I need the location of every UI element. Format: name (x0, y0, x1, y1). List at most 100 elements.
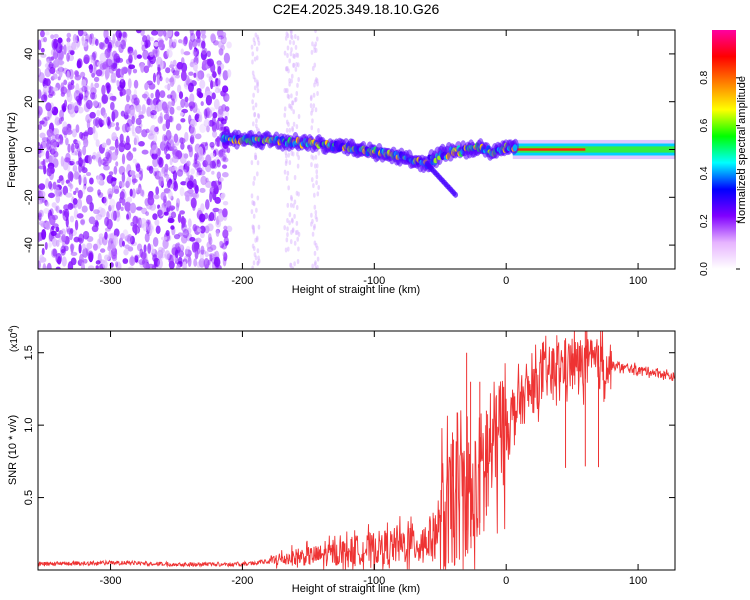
spectrogram-noise-cell (90, 56, 94, 64)
spectrogram-noise-cell (131, 123, 135, 135)
spectrogram-noise-cell (157, 40, 164, 48)
spectrogram-noise-cell (292, 40, 295, 46)
spectrogram-noise-cell (284, 247, 288, 253)
spectrogram-noise-cell (63, 44, 67, 55)
spectrogram-noise-cell (145, 128, 150, 134)
spectrogram-noise-cell (178, 39, 183, 44)
spectrogram-noise-cell (49, 66, 56, 75)
spectrogram-noise-cell (255, 126, 259, 132)
spectrogram-noise-cell (108, 64, 115, 74)
spectrogram-noise-cell (296, 52, 300, 58)
spectrogram-noise-cell (225, 225, 233, 233)
spectrogram-noise-cell (60, 155, 64, 167)
spectrogram-noise-cell (165, 153, 171, 160)
spectrogram-noise-cell (293, 199, 297, 205)
spectrogram-noise-cell (76, 98, 82, 106)
spectrogram-noise-cell (126, 152, 134, 161)
spectrogram-noise-cell (41, 117, 48, 127)
spectrogram-noise-cell (87, 126, 94, 136)
spectrogram-noise-cell (200, 175, 207, 186)
spectrogram-noise-cell (55, 205, 60, 214)
spectrogram-noise-cell (48, 180, 53, 190)
spectrogram-noise-cell (312, 103, 316, 109)
spectrogram-noise-cell (53, 151, 59, 158)
spectrogram-noise-cell (71, 128, 78, 138)
spectrogram-noise-cell (134, 255, 139, 263)
spectrogram-noise-cell (195, 172, 199, 177)
spectrogram-noise-cell (165, 229, 170, 237)
spectrogram-noise-cell (195, 237, 202, 243)
spectrogram-noise-cell (140, 62, 145, 73)
spectrogram-noise-cell (157, 209, 163, 217)
spectrogram-noise-cell (102, 161, 109, 167)
spectrogram-noise-cell (314, 107, 318, 113)
spectrogram-noise-cell (38, 183, 46, 190)
spectrogram-noise-cell (176, 61, 184, 70)
spectrogram-noise-cell (252, 227, 256, 233)
spectrogram-noise-cell (157, 156, 163, 166)
spectrogram-noise-cell (252, 74, 256, 80)
spectrogram-noise-cell (168, 205, 176, 211)
spectrogram-noise-cell (252, 180, 255, 186)
spectrogram-noise-cell (213, 98, 220, 110)
spectrogram-y-tick-label: 40 (23, 48, 35, 60)
spectrogram-noise-cell (107, 242, 112, 250)
spectrogram-noise-cell (142, 35, 148, 43)
spectrogram-noise-cell (69, 183, 74, 190)
spectrogram-noise-cell (38, 68, 41, 76)
spectrogram-noise-cell (49, 208, 54, 216)
spectrogram-x-label: Height of straight line (km) (292, 284, 420, 296)
spectrogram-noise-cell (310, 177, 314, 183)
spectrogram-noise-cell (313, 192, 316, 198)
spectrogram-noise-cell (200, 101, 204, 107)
spectrogram-noise-cell (285, 237, 289, 243)
spectrogram-noise-cell (167, 211, 172, 217)
spectrogram-noise-cell (297, 155, 301, 161)
spectrogram-noise-cell (211, 92, 216, 100)
spectrogram-noise-cell (192, 162, 200, 168)
spectrogram-noise-cell (113, 228, 120, 238)
spectrogram-noise-cell (218, 48, 224, 56)
spectrogram-noise-cell (39, 254, 44, 263)
spectrogram-noise-cell (104, 216, 110, 227)
spectrogram-noise-cell (65, 225, 71, 233)
spectrogram-noise-cell (113, 165, 118, 175)
spectrogram-noise-cell (141, 93, 148, 99)
spectrogram-noise-cell (82, 230, 90, 240)
spectrogram-noise-cell (210, 33, 216, 42)
spectrogram-noise-cell (175, 202, 180, 212)
spectrogram-noise-cell (87, 265, 95, 269)
spectrogram-noise-cell (286, 88, 289, 94)
spectrogram-noise-cell (212, 40, 219, 46)
spectrogram-noise-cell (82, 186, 86, 195)
spectrogram-noise-cell (61, 234, 67, 243)
spectrogram-noise-cell (126, 126, 132, 132)
spectrogram-noise-cell (104, 151, 111, 159)
spectrogram-noise-cell (296, 163, 300, 169)
spectrogram-noise-cell (315, 169, 319, 175)
spectrogram-noise-cell (224, 95, 230, 101)
spectrogram-noise-cell (314, 30, 317, 34)
spectrogram-noise-cell (205, 90, 213, 96)
spectrogram-noise-cell (152, 133, 158, 143)
spectrogram-noise-cell (205, 94, 213, 106)
spectrogram-noise-cell (147, 243, 152, 254)
spectrogram-noise-cell (110, 101, 115, 111)
spectrogram-band-peak (512, 148, 586, 151)
spectrogram-noise-cell (222, 208, 228, 218)
spectrogram-noise-cell (204, 251, 209, 258)
spectrogram-y-label: Frequency (Hz) (6, 112, 18, 188)
spectrogram-noise-cell (288, 127, 292, 133)
spectrogram-noise-cell (152, 167, 159, 172)
spectrogram-noise-cell (196, 246, 201, 255)
spectrogram-noise-cell (254, 102, 258, 108)
spectrogram-noise-cell (38, 212, 43, 218)
spectrogram-noise-cell (118, 142, 125, 153)
spectrogram-noise-cell (197, 207, 202, 215)
spectrogram-noise-cell (295, 61, 298, 67)
spectrogram-noise-cell (187, 256, 192, 268)
spectrogram-noise-cell (80, 262, 86, 269)
spectrogram-noise-cell (115, 209, 121, 218)
spectrogram-noise-cell (128, 64, 136, 70)
spectrogram-noise-cell (109, 95, 117, 101)
